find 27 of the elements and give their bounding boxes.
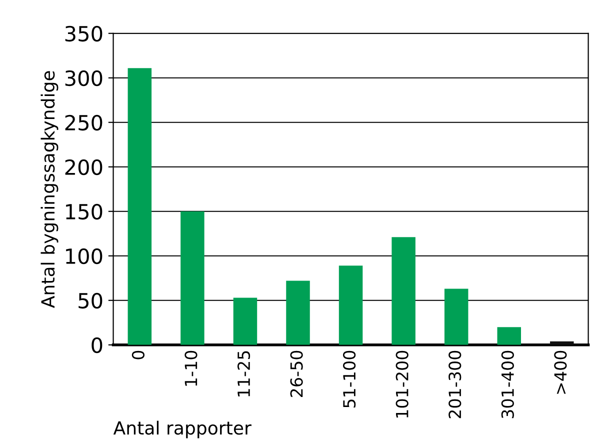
x-axis-title: Antal rapporter: [113, 420, 252, 438]
bar: [233, 298, 258, 345]
x-tick-label: >400: [554, 350, 567, 394]
y-tick-label: 250: [65, 114, 102, 131]
y-axis-title: Antal bygningssagkyndige: [40, 71, 58, 308]
y-tick-label: 350: [65, 26, 102, 42]
bar: [444, 288, 468, 345]
bar: [497, 327, 521, 345]
x-tick-label: 51-100: [343, 350, 356, 408]
x-tick-label: 201-300: [448, 350, 462, 418]
bar: [128, 68, 152, 345]
x-tick-label: 0: [132, 350, 144, 360]
bar: [392, 237, 416, 345]
bar: [286, 280, 310, 345]
x-tick-label: 26-50: [290, 350, 303, 397]
bar: [338, 266, 363, 345]
x-tick-label: 1-10: [184, 350, 198, 386]
x-tick-label: 101-200: [396, 350, 408, 418]
bar: [180, 211, 204, 345]
y-tick-label: 50: [78, 292, 102, 309]
y-tick-label: 200: [65, 159, 102, 176]
y-tick-label: 300: [65, 70, 102, 86]
x-tick-label: 301-400: [501, 350, 514, 418]
y-tick-label: 0: [92, 337, 102, 354]
x-tick-label: 11-25: [237, 351, 250, 396]
y-tick-label: 150: [66, 204, 102, 220]
y-tick-label: 100: [66, 248, 102, 264]
